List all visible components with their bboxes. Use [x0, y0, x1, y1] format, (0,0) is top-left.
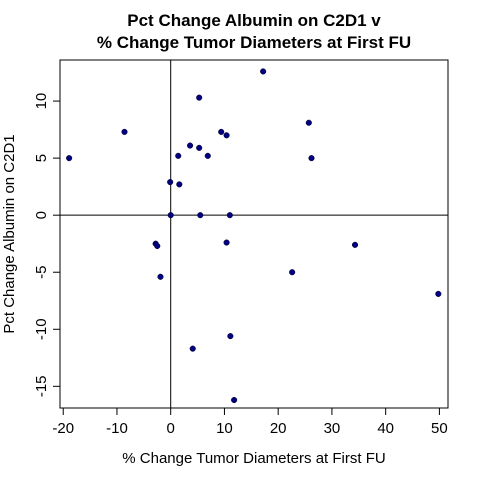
- chart-subtitle: % Change Tumor Diameters at First FU: [97, 33, 411, 52]
- data-point: [435, 290, 442, 297]
- x-tick-label: 10: [216, 420, 233, 437]
- data-point: [176, 181, 183, 188]
- y-tick-label: -15: [33, 375, 50, 397]
- x-tick-label: 50: [431, 420, 448, 437]
- data-point: [175, 152, 182, 159]
- data-point: [218, 128, 225, 135]
- data-point: [121, 128, 128, 135]
- data-point: [289, 269, 296, 276]
- data-point: [227, 333, 234, 340]
- data-point: [305, 119, 312, 126]
- data-point: [189, 345, 196, 352]
- y-tick-label: 0: [33, 211, 50, 219]
- x-tick-label: 0: [167, 420, 175, 437]
- data-point: [260, 68, 267, 75]
- y-tick-label: 5: [33, 154, 50, 162]
- y-tick-label: -10: [33, 318, 50, 340]
- data-points: [66, 68, 442, 404]
- y-tick-label: 10: [33, 93, 50, 110]
- y-axis-ticks: -15 -10 -5 0 5 10: [33, 93, 60, 397]
- x-tick-label: -10: [106, 420, 128, 437]
- data-point: [196, 144, 203, 151]
- data-point: [154, 242, 161, 250]
- data-point: [223, 132, 230, 139]
- plot-frame: [59, 59, 449, 409]
- x-tick-label: 30: [324, 420, 341, 437]
- x-tick-label: 40: [377, 420, 394, 437]
- x-axis-ticks: -20 -10 0 10 20 30 40 50: [52, 408, 448, 437]
- y-tick-label: -5: [33, 266, 50, 279]
- data-point: [226, 212, 233, 219]
- data-point: [66, 155, 73, 162]
- data-point: [157, 273, 164, 280]
- chart-title: Pct Change Albumin on C2D1 v: [127, 11, 381, 30]
- data-point: [351, 241, 359, 248]
- data-point: [186, 142, 194, 149]
- x-tick-label: 20: [270, 420, 287, 437]
- y-axis-label: Pct Change Albumin on C2D1: [1, 134, 18, 333]
- data-point: [167, 179, 174, 186]
- data-point: [223, 239, 230, 246]
- data-point: [167, 212, 174, 219]
- data-point: [197, 212, 204, 219]
- data-point: [204, 152, 211, 159]
- data-point: [231, 396, 238, 404]
- data-point: [308, 155, 315, 162]
- x-tick-label: -20: [52, 420, 74, 437]
- data-point: [196, 94, 203, 101]
- x-axis-label: % Change Tumor Diameters at First FU: [122, 450, 385, 467]
